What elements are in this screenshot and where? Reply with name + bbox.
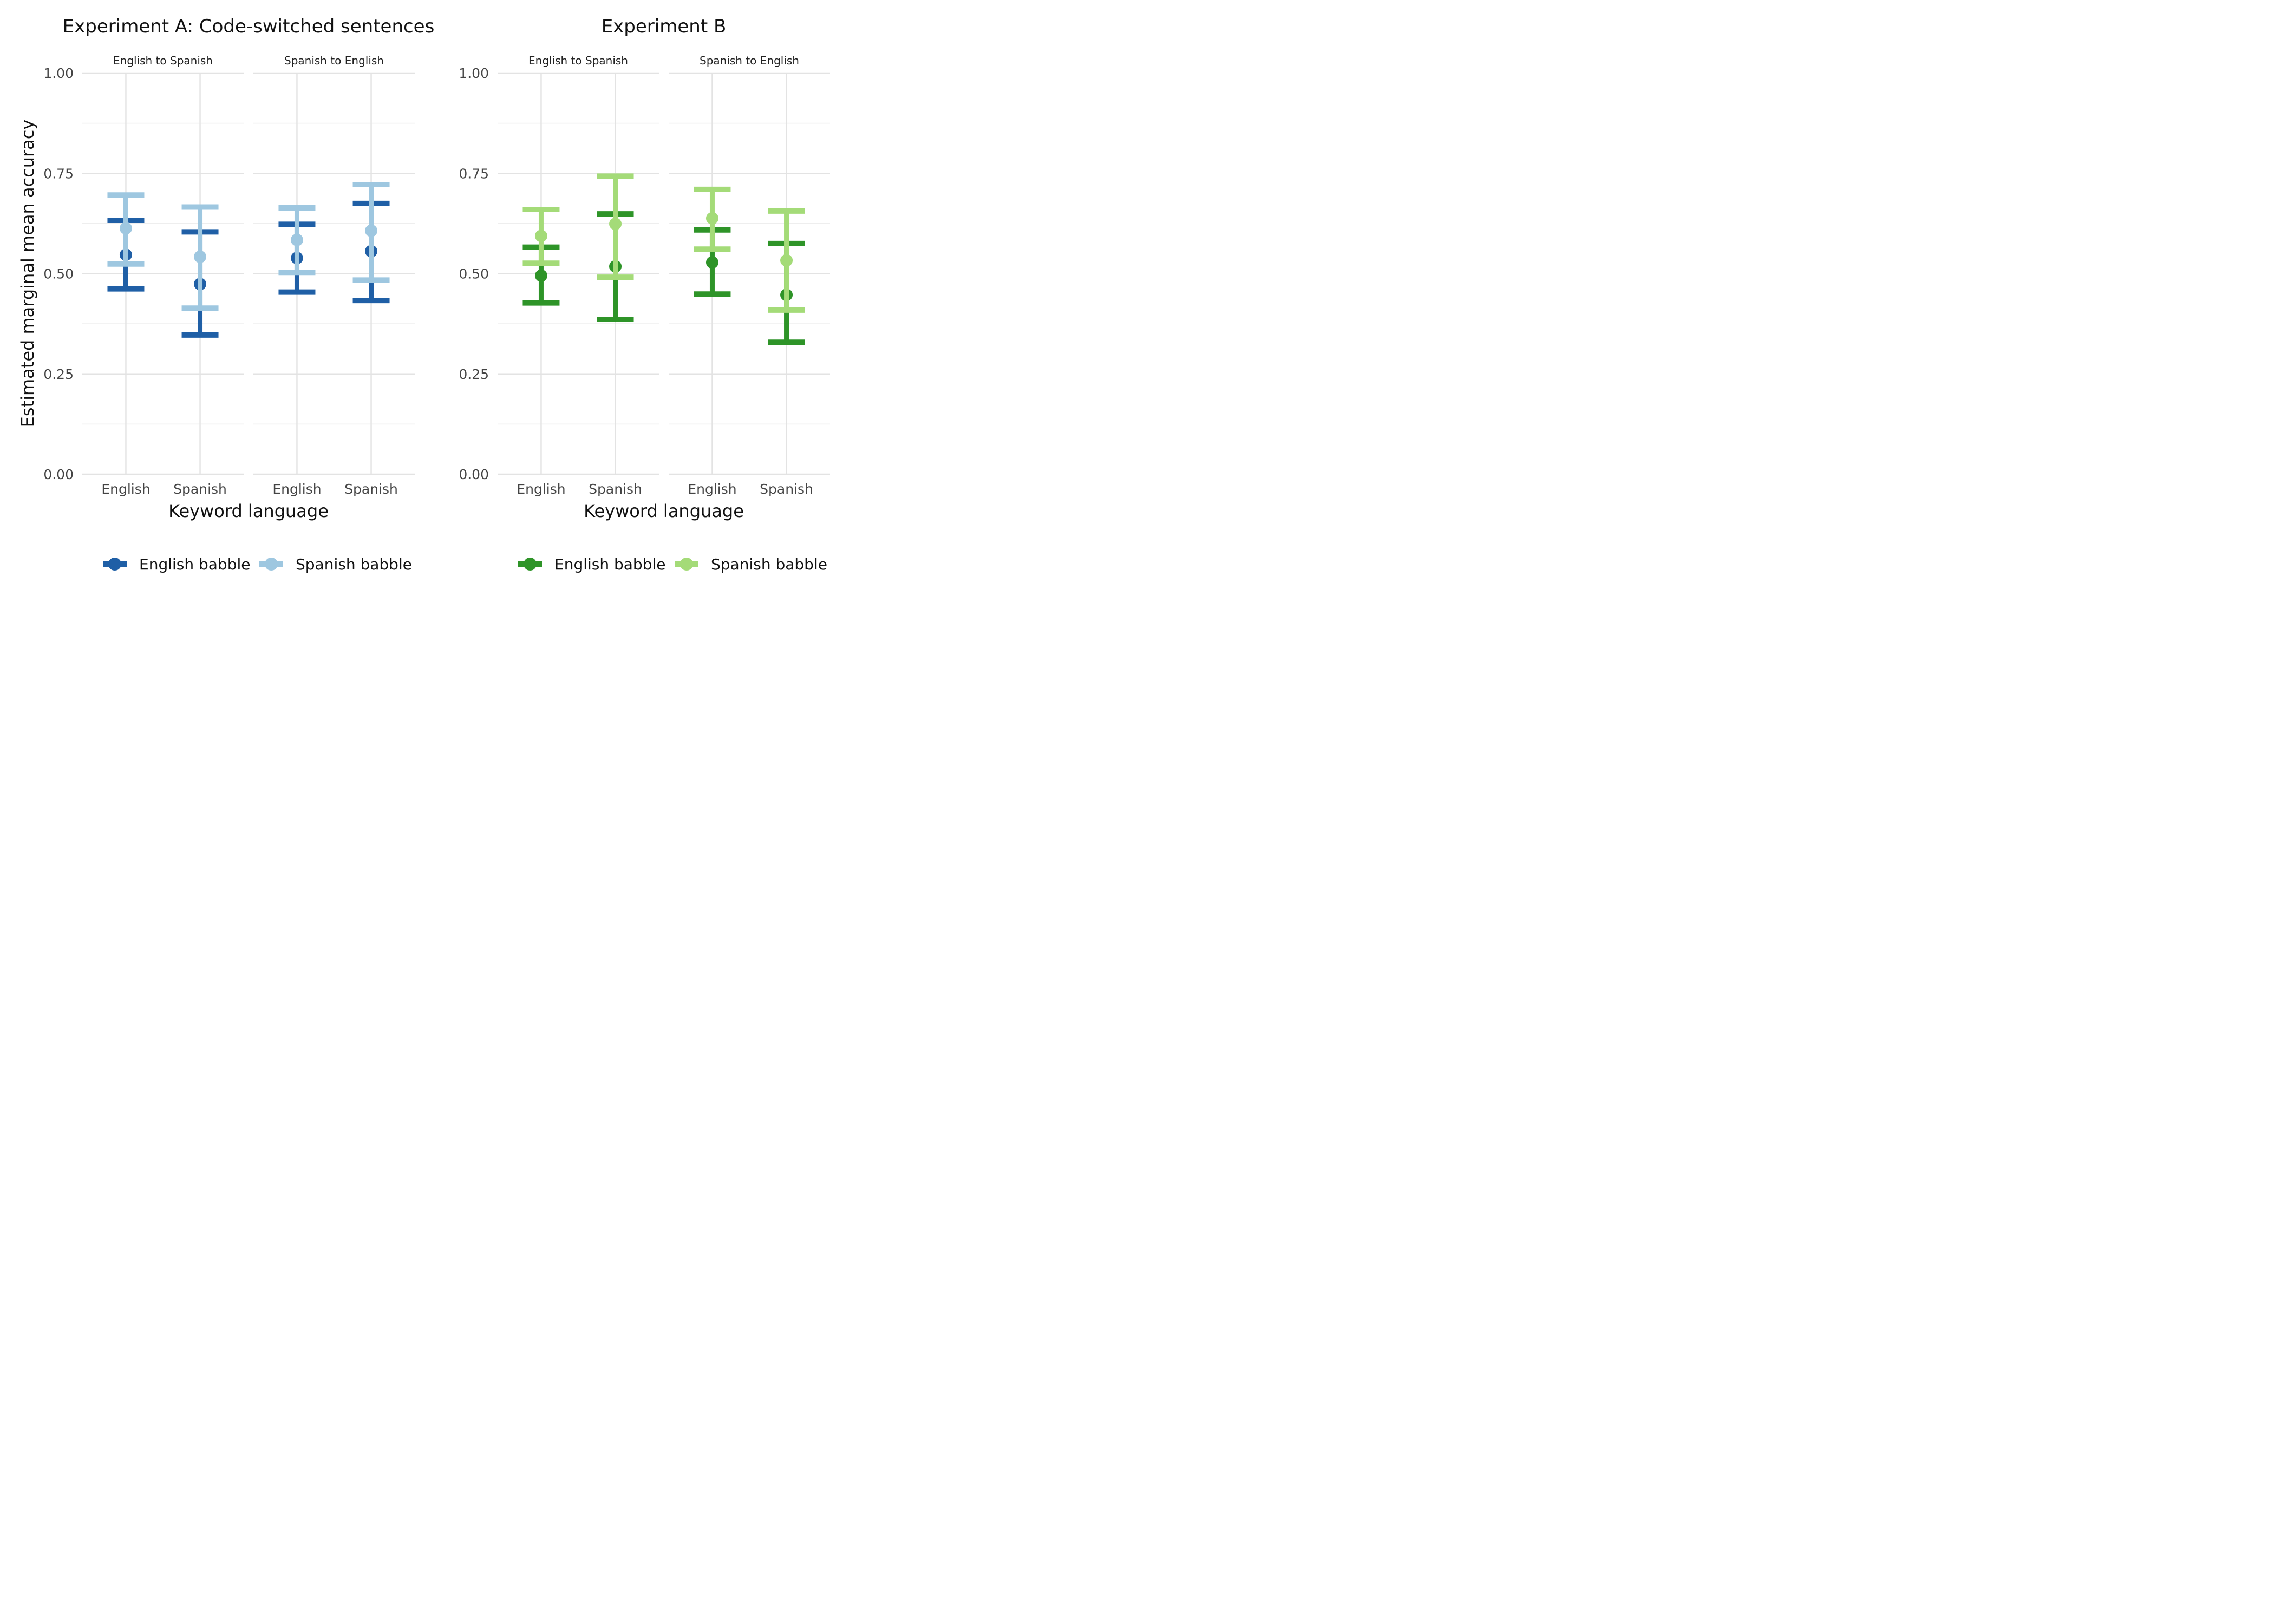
experiment-a-legend-english-babble-label: English babble [139,555,251,573]
experiment-a-facet-2-x-tick-label: English [272,481,321,497]
experiment-a-title: Experiment A: Code-switched sentences [63,16,435,37]
experiment-a-facet-2-strip-label: Spanish to English [284,54,384,67]
experiment-b-facet-2-strip-label: Spanish to English [700,54,799,67]
experiment-a-y-tick-label: 1.00 [43,66,74,81]
experiment-b-y-tick-label: 0.00 [459,467,489,482]
experiment-a-y-tick-label: 0.50 [43,266,74,282]
experiment-a-facet-2-spanish-babble-mean-point [290,233,303,246]
experiment-a-y-tick-label: 0.00 [43,467,74,482]
experiment-b-facet-2-spanish-babble-mean-point [705,212,718,225]
experiment-a-y-tick-label: 0.75 [43,166,74,181]
experiment-b-facet-1-spanish-babble-mean-point [609,218,622,231]
experiment-a-facet-1-spanish-babble-mean-point [119,222,132,235]
experiment-b-legend-spanish-babble-label: Spanish babble [711,555,827,573]
experiment-a-x-axis-title: Keyword language [168,501,329,521]
experiment-b-y-tick-label: 0.50 [459,266,489,282]
y-axis-title: Estimated marginal mean accuracy [17,120,38,428]
experiment-b-title: Experiment B [602,16,727,37]
experiment-b-y-tick-label: 0.25 [459,366,489,382]
experiment-b-facet-2-english-babble-mean-point [705,256,718,269]
accuracy-figure: Estimated marginal mean accuracy Experim… [17,16,830,573]
experiment-b-facet-2-spanish-babble-mean-point [780,254,793,267]
experiment-b-facet-2-x-tick-label: Spanish [760,481,813,497]
experiment-a-facet-2-x-tick-label: Spanish [344,481,398,497]
experiment-b-legend-english-babble-label: English babble [554,555,666,573]
experiment-b-facet-1-x-tick-label: Spanish [589,481,642,497]
experiment-a-facet-1-strip-label: English to Spanish [113,54,213,67]
experiment-a-legend-spanish-babble-key-point [265,558,278,571]
experiment-b-y-tick-label: 1.00 [459,66,489,81]
experiment-b-facet-2-x-tick-label: English [688,481,736,497]
experiment-b-facet-1-strip-label: English to Spanish [528,54,628,67]
experiment-a-legend-spanish-babble-label: Spanish babble [296,555,412,573]
experiment-b-legend-spanish-babble-key-point [680,558,693,571]
experiment-b-y-tick-label: 0.75 [459,166,489,181]
experiment-a-y-tick-label: 0.25 [43,366,74,382]
experiment-b-legend-english-babble-key-point [524,558,537,571]
experiment-b-facet-1-spanish-babble-mean-point [534,230,547,243]
experiment-b-facet-1-english-babble-mean-point [534,269,547,282]
experiment-b-x-axis-title: Keyword language [584,501,744,521]
experiment-a-facet-2-spanish-babble-mean-point [365,224,378,237]
experiment-a-facet-1-x-tick-label: English [101,481,150,497]
experiment-a-facet-1-x-tick-label: Spanish [173,481,227,497]
experiment-b-facet-1-x-tick-label: English [517,481,565,497]
experiment-a-legend-english-babble-key-point [108,558,121,571]
experiment-a-facet-1-spanish-babble-mean-point [194,250,207,263]
